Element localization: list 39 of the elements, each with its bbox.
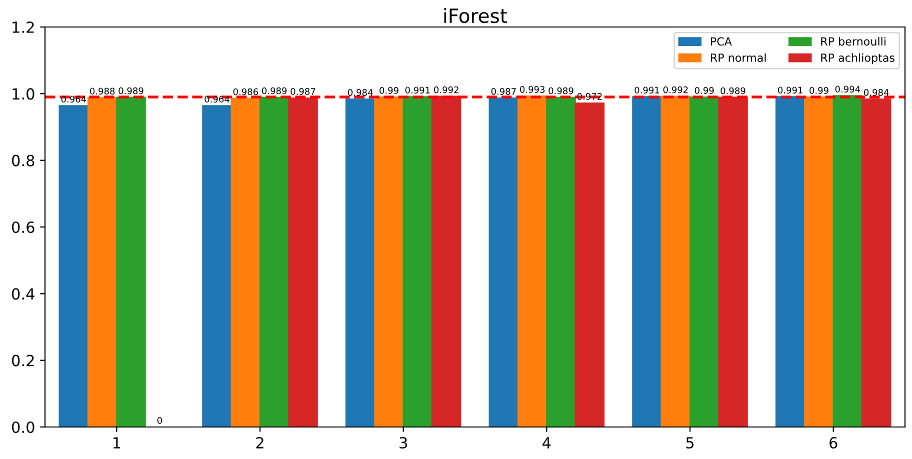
data-label: 0.99: [380, 87, 398, 94]
x-tick-label: 1: [113, 437, 120, 448]
x-tick-label: 6: [830, 436, 838, 449]
data-label: 0.993: [520, 86, 545, 93]
data-label: 0.989: [118, 87, 144, 94]
x-tick-label: 3: [400, 436, 407, 449]
data-label: 0.99: [694, 87, 714, 94]
data-label: 0.994: [835, 86, 860, 93]
legend-label: RP achlioptas: [821, 53, 894, 64]
legend-label: RP normal: [710, 53, 766, 62]
data-label: 0.989: [720, 87, 746, 94]
data-label: 0.989: [262, 87, 287, 94]
data-label: 0: [157, 417, 162, 424]
data-label: 0.989: [548, 87, 574, 94]
x-tick-label: 5: [686, 437, 694, 449]
data-label: 0.991: [405, 86, 430, 94]
legend-label: RP bernoulli: [821, 37, 886, 46]
data-label: 0.991: [778, 86, 802, 94]
y-tick-label: 0.2: [12, 354, 34, 366]
legend-label: PCA: [710, 37, 732, 46]
chart-title: iForest: [444, 8, 508, 24]
data-label: 0.984: [864, 89, 889, 96]
data-label: 0.992: [434, 86, 458, 94]
data-label: 0.984: [348, 89, 373, 96]
y-tick-label: 0.6: [12, 221, 34, 234]
data-label: 0.99: [810, 87, 828, 94]
x-tick-label: 4: [542, 437, 551, 448]
y-tick-label: 0.0: [12, 421, 34, 434]
data-label: 0.991: [634, 86, 660, 94]
data-label: 0.988: [90, 88, 115, 95]
data-label: 0.986: [233, 88, 258, 96]
data-label: 0.987: [491, 88, 516, 95]
y-tick-label: 1.0: [12, 88, 34, 100]
data-label: 0.987: [290, 88, 316, 95]
y-tick-label: 0.4: [12, 288, 34, 300]
y-tick-label: 0.8: [12, 154, 34, 166]
y-tick-label: 1.2: [12, 21, 34, 33]
data-label: 0.992: [663, 86, 688, 94]
x-tick-label: 2: [256, 436, 264, 448]
